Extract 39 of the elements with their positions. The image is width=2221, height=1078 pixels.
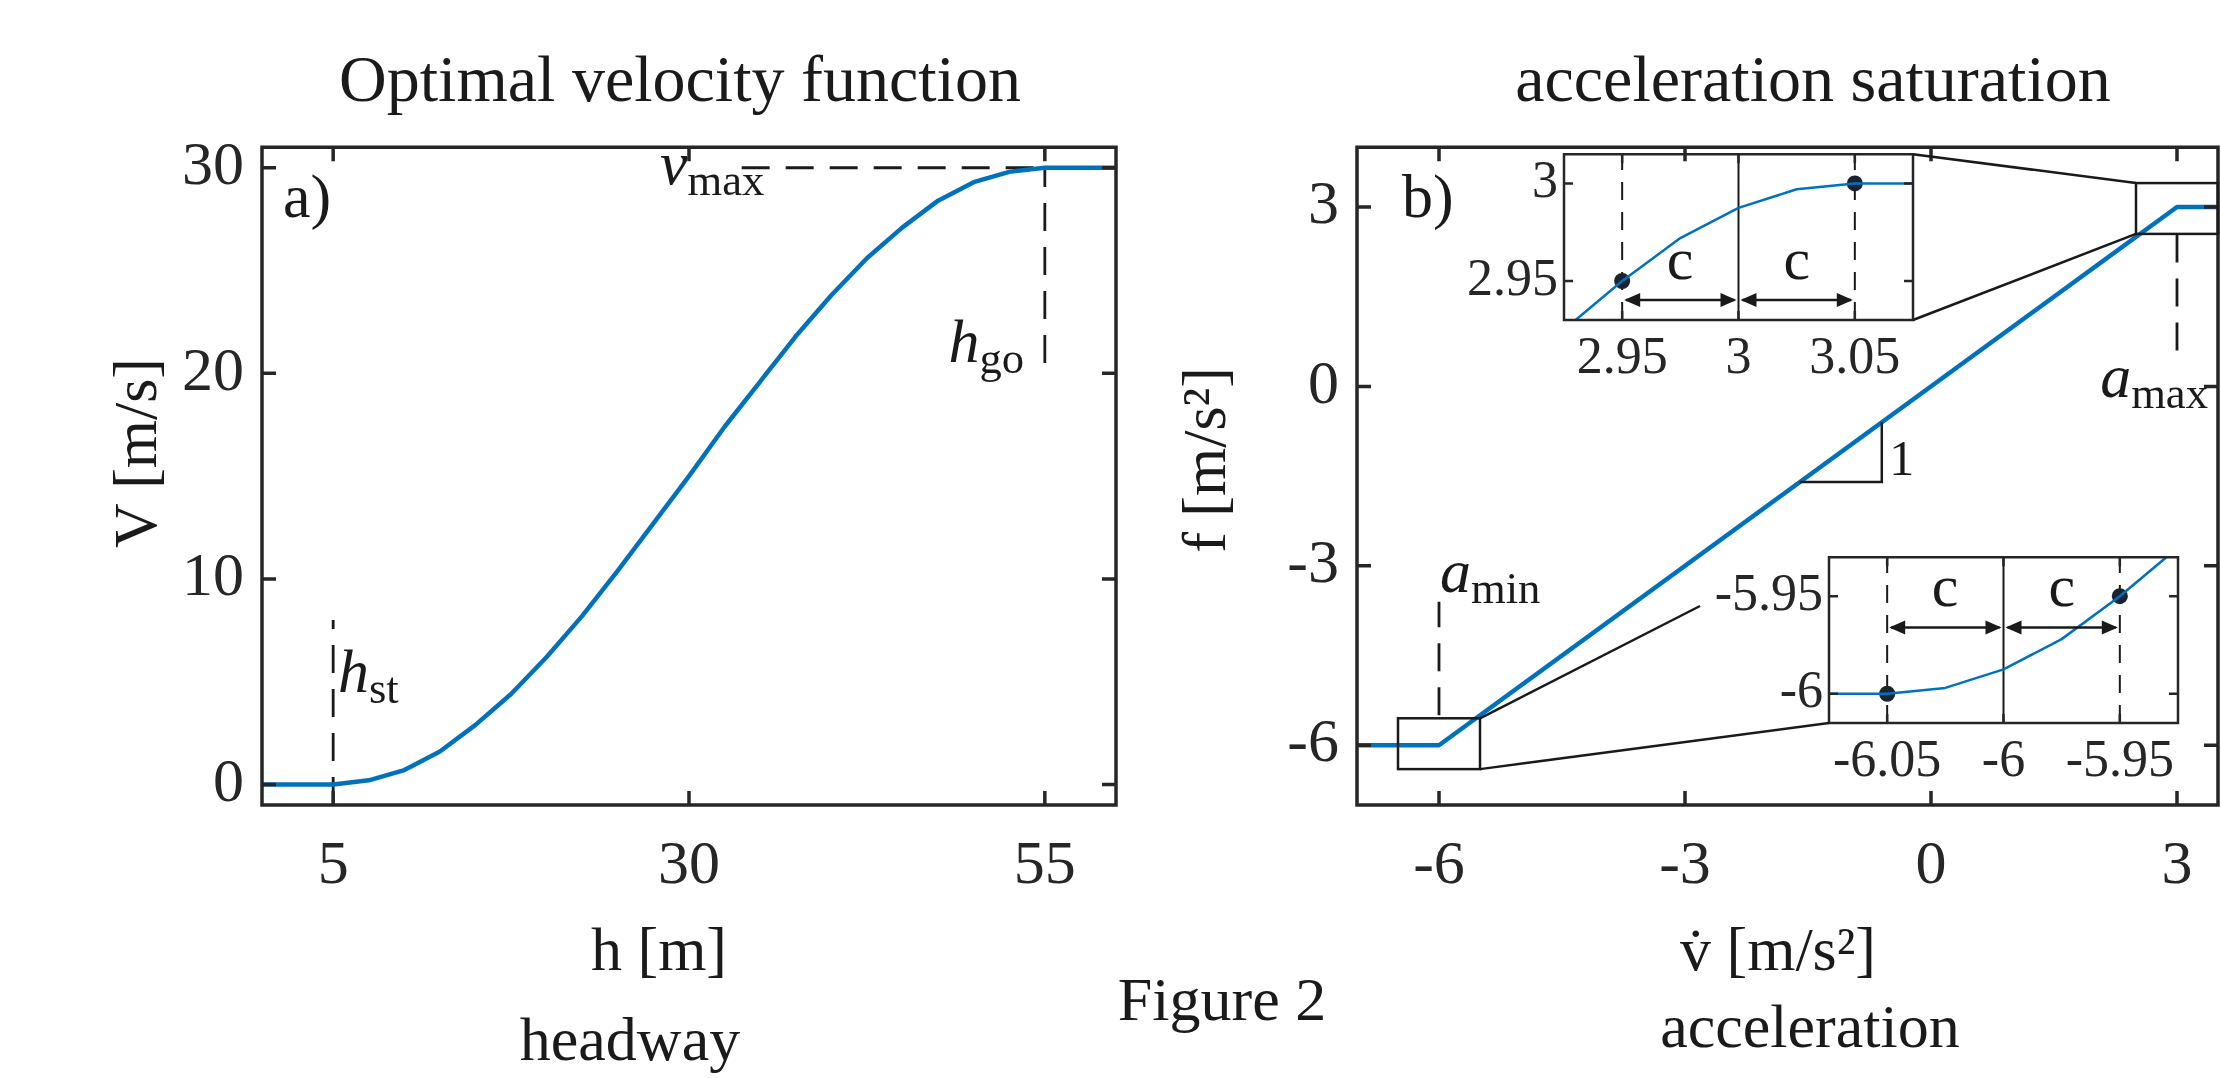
caption: Figure 2 bbox=[1117, 965, 1327, 1033]
x-tick-label: 3 bbox=[1725, 326, 1752, 384]
chart-title: acceleration saturation bbox=[1515, 42, 2111, 115]
ref-line-label: a$_{min}$ bbox=[1440, 537, 1541, 614]
x-axis-title: v̇ [m/s²] bbox=[1680, 915, 1876, 983]
annotation: c bbox=[2048, 553, 2076, 620]
y-axis-title: V [m/s] bbox=[101, 357, 169, 549]
ref-line-label: v$_{max}$ bbox=[660, 129, 765, 206]
x-tick-label: 3.05 bbox=[1809, 326, 1901, 384]
x-tick-label: -5.95 bbox=[2065, 729, 2174, 787]
x-tick-label: -6.05 bbox=[1833, 729, 1942, 787]
y-tick-label: 3 bbox=[1308, 168, 1339, 237]
x-tick-label: 5 bbox=[317, 828, 349, 897]
x-tick-label: -6 bbox=[1413, 828, 1465, 897]
ref-line-label: h$_{go}$ bbox=[948, 307, 1024, 384]
x-tick-label: 55 bbox=[1013, 828, 1076, 897]
annotation: b) bbox=[1402, 162, 1454, 230]
x-tick-label: 0 bbox=[1915, 828, 1947, 897]
x-axis-title: h [m] bbox=[590, 915, 728, 983]
x-tick-label: 3 bbox=[2161, 828, 2193, 897]
x-tick-label: -6 bbox=[1981, 729, 2026, 787]
y-axis-title: f [m/s²] bbox=[1170, 367, 1238, 553]
annotation: c bbox=[1931, 553, 1959, 620]
annotation: a) bbox=[283, 162, 332, 230]
y-tick-label: 10 bbox=[182, 540, 244, 609]
y-tick-label: 20 bbox=[182, 334, 244, 403]
annotation: 1 bbox=[1889, 430, 1915, 487]
annotation: c bbox=[1666, 225, 1694, 292]
chart-title: Optimal velocity function bbox=[339, 42, 1021, 115]
y-tick-label: -3 bbox=[1287, 527, 1339, 596]
x-tick-label: 30 bbox=[658, 828, 720, 897]
text: headway bbox=[519, 1005, 741, 1073]
ref-line-label: h$_{st}$ bbox=[338, 637, 399, 714]
x-tick-label: -3 bbox=[1659, 828, 1711, 897]
x-tick-label: 2.95 bbox=[1576, 326, 1668, 384]
annotation: c bbox=[1783, 225, 1811, 292]
y-tick-label: 30 bbox=[182, 129, 244, 198]
ref-line-label: a$_{max}$ bbox=[2100, 342, 2208, 419]
text: acceleration bbox=[1660, 992, 1960, 1060]
